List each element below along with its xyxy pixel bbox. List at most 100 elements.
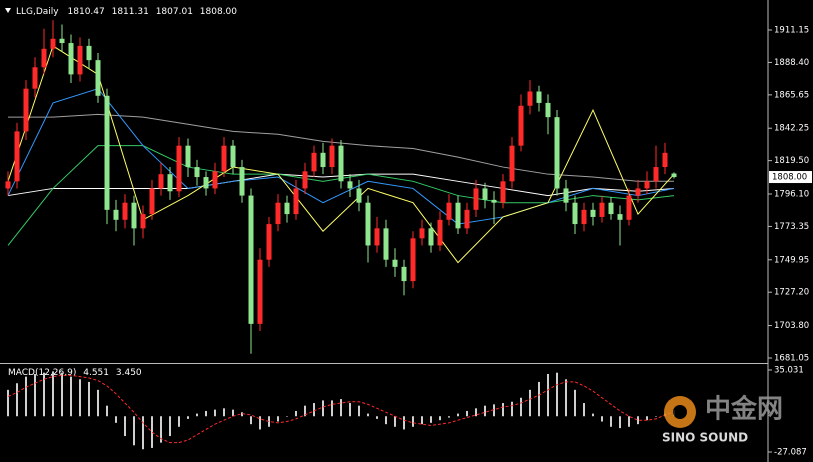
symbol-title: LLG,Daily	[16, 7, 59, 17]
macd-bar	[88, 381, 90, 417]
candle-body	[86, 45, 92, 61]
candle-body	[32, 67, 38, 89]
macd-bar	[241, 412, 243, 417]
candle-body	[230, 145, 236, 168]
macd-bar	[439, 416, 441, 421]
macd-bar	[529, 389, 531, 417]
candle-body	[131, 202, 137, 229]
macd-bar	[610, 416, 612, 427]
candle-body	[23, 88, 29, 132]
macd-bar	[79, 379, 81, 417]
moving-average	[7, 45, 675, 264]
macd-bar	[187, 416, 189, 419]
moving-average	[7, 88, 675, 225]
candle-body	[365, 202, 371, 246]
candle-body	[410, 238, 416, 282]
macd-bar	[403, 416, 405, 430]
y-tick-label: 1796.10	[774, 189, 809, 199]
moving-average	[7, 173, 675, 197]
candle-body	[662, 152, 668, 168]
candle-body	[626, 195, 632, 220]
watermark-en: SINO SOUND	[662, 431, 748, 445]
macd-bar	[583, 403, 585, 417]
candle-body	[5, 181, 11, 189]
candle-body	[122, 202, 128, 220]
macd-bar	[313, 403, 315, 417]
candle-body	[302, 171, 308, 189]
candle-body	[257, 259, 263, 324]
macd-bar	[61, 372, 63, 417]
macd-bar	[592, 413, 594, 417]
candle-body	[455, 202, 461, 229]
macd-bar	[151, 416, 153, 448]
candle-body	[644, 181, 650, 189]
y-tick-label: 1819.50	[774, 156, 809, 166]
macd-bar	[304, 405, 306, 417]
signal-line	[7, 374, 675, 444]
candle-body	[248, 195, 254, 324]
high-readout: 1811.31	[112, 7, 149, 17]
candle-body	[482, 188, 488, 200]
candle-body	[509, 145, 515, 182]
macd-bar	[637, 416, 639, 425]
y-tick-label: -27.087	[774, 447, 807, 457]
chart-header: LLG,Daily 1810.47 1811.31 1807.01 1808.0…	[16, 7, 237, 17]
candle-body	[518, 105, 524, 146]
menu-icon	[5, 8, 11, 13]
candle-body	[599, 202, 605, 217]
candle-body	[77, 45, 83, 75]
candle-body	[50, 38, 56, 49]
macd-bar	[196, 413, 198, 417]
macd-bar	[457, 413, 459, 417]
candle-body	[590, 209, 596, 217]
open-readout: 1810.47	[68, 7, 105, 17]
macd-bar	[268, 416, 270, 427]
low-readout: 1807.01	[156, 7, 193, 17]
candle-body	[320, 152, 326, 168]
macd-bar	[133, 416, 135, 446]
macd-bar	[115, 416, 117, 423]
macd-bar	[646, 416, 648, 421]
candle-body	[554, 117, 560, 189]
macd-bar	[628, 416, 630, 427]
candle-body	[446, 202, 452, 220]
macd-bar	[394, 416, 396, 427]
candle-body	[149, 188, 155, 215]
candle-body	[653, 167, 659, 182]
macd-bar	[412, 416, 414, 427]
candle-body	[401, 266, 407, 282]
candle-body	[527, 91, 533, 106]
last-price-label: 1808.00	[772, 173, 807, 183]
macd-bar	[160, 416, 162, 443]
candle-body	[572, 202, 578, 225]
macd-bar	[376, 416, 378, 419]
candle-body	[356, 188, 362, 203]
macd-bar	[43, 372, 45, 417]
macd-bar	[556, 372, 558, 417]
macd-bar	[286, 416, 288, 417]
candle-body	[158, 174, 164, 189]
signal-readout: 3.450	[116, 368, 142, 378]
candle-body	[59, 38, 65, 44]
candle-body	[581, 209, 587, 225]
candle-body	[68, 43, 74, 75]
macd-bar	[7, 389, 9, 417]
y-tick-label: 1703.80	[774, 321, 809, 331]
y-tick-label: 1865.65	[774, 90, 809, 100]
candle-body	[140, 214, 146, 229]
macd-bar	[250, 416, 252, 425]
y-tick-label: 1911.15	[774, 26, 809, 36]
y-tick-label: 1773.35	[774, 222, 809, 232]
candle-body	[437, 219, 443, 246]
y-tick-label: 1842.25	[774, 124, 809, 134]
candle-body	[419, 228, 425, 239]
macd-bar	[223, 408, 225, 417]
candle-body	[194, 167, 200, 178]
candle-body	[221, 145, 227, 172]
candle-body	[239, 167, 245, 196]
macd-bar	[205, 410, 207, 417]
candle-body	[536, 91, 542, 103]
close-readout: 1808.00	[200, 7, 237, 17]
